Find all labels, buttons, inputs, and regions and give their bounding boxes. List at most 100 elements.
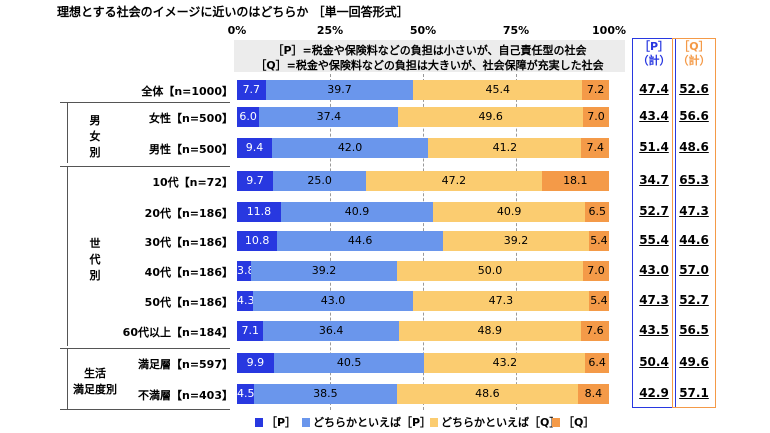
total-column-box-p bbox=[632, 38, 676, 408]
bar-segment-1 bbox=[280, 202, 434, 222]
x-tick-100: 100% bbox=[592, 24, 626, 37]
group-label-line: 男 bbox=[89, 113, 101, 127]
bar-segment-3 bbox=[582, 80, 609, 100]
bar-value-label: 18.1 bbox=[563, 174, 588, 187]
bar-value-label: 40.5 bbox=[336, 356, 362, 369]
row-label: 20代【n=186】 bbox=[144, 207, 233, 220]
group-label-line: 生活 bbox=[84, 366, 106, 380]
total-value-p: 51.4 bbox=[639, 140, 669, 154]
bar-value-label: 8.4 bbox=[584, 387, 603, 400]
total-value-p: 42.9 bbox=[639, 386, 669, 400]
stacked-bar: 6.0 37.4 49.6 7.0 bbox=[237, 107, 609, 127]
group-label-line: 女 bbox=[89, 129, 101, 143]
bar-value-label: 7.1 bbox=[241, 324, 259, 337]
stacked-bar: 7.7 39.7 45.4 7.2 bbox=[237, 80, 609, 100]
total-value-q: 56.6 bbox=[679, 109, 709, 123]
bar-value-label: 25.0 bbox=[307, 174, 332, 187]
bar-segment-3 bbox=[588, 291, 609, 311]
x-tick-25: 25% bbox=[316, 24, 344, 37]
stacked-bar: 9.4 42.0 41.2 7.4 bbox=[237, 138, 609, 158]
bar-value-label: 10.8 bbox=[244, 234, 270, 247]
bar-value-label: 5.4 bbox=[590, 234, 608, 247]
bar-segment-1 bbox=[251, 261, 397, 281]
bar-value-label: 40.9 bbox=[496, 205, 522, 218]
bar-value-label: 50.0 bbox=[477, 264, 503, 277]
bar-segment-3 bbox=[541, 171, 609, 191]
row-label: 40代【n=186】 bbox=[144, 266, 233, 279]
stacked-bar: 9.7 25.0 47.2 18.1 bbox=[237, 171, 609, 191]
group-label: 世代別 bbox=[60, 235, 130, 283]
row-label: 女性【n=500】 bbox=[148, 112, 233, 125]
bar-segment-1 bbox=[271, 138, 429, 158]
legend-item: どちらかといえば［P］ bbox=[302, 414, 431, 430]
bar-value-label: 9.7 bbox=[246, 174, 264, 187]
bar-value-label: 42.0 bbox=[337, 141, 363, 154]
bar-value-label: 9.9 bbox=[246, 356, 265, 369]
bar-segment-3 bbox=[585, 353, 609, 373]
definition-q: ［Q］=税金や保険料などの負担は大きいが、社会保障が充実した社会 bbox=[255, 59, 604, 72]
bar-segment-0 bbox=[237, 107, 260, 127]
total-column-header-line: ［P］ bbox=[638, 40, 670, 53]
bar-segment-1 bbox=[253, 384, 397, 404]
row-label: 60代以上【n=184】 bbox=[122, 326, 233, 339]
stacked-bar: 9.9 40.5 43.2 6.4 bbox=[237, 353, 609, 373]
group-separator-bottom bbox=[60, 409, 230, 410]
bar-segment-1 bbox=[263, 321, 399, 341]
total-value-q: 48.6 bbox=[679, 140, 709, 154]
group-label-line: 代 bbox=[89, 253, 101, 266]
bar-segment-3 bbox=[581, 138, 609, 158]
bar-segment-0 bbox=[237, 261, 252, 281]
bar-segment-3 bbox=[588, 231, 609, 251]
total-value-q: 56.5 bbox=[679, 323, 709, 337]
stacked-bar: 11.8 40.9 40.9 6.5 bbox=[237, 202, 610, 222]
bar-segment-0 bbox=[237, 202, 281, 222]
bar-segment-1 bbox=[259, 107, 399, 127]
total-value-p: 52.7 bbox=[639, 204, 669, 218]
legend-swatch bbox=[302, 418, 310, 427]
total-value-p: 55.4 bbox=[639, 233, 669, 247]
total-value-q: 47.3 bbox=[679, 204, 709, 218]
legend-label: どちらかといえば［P］ bbox=[313, 416, 432, 429]
bar-segment-0 bbox=[237, 80, 266, 100]
bar-value-label: 40.9 bbox=[344, 205, 370, 218]
bar-value-label: 39.2 bbox=[311, 264, 337, 277]
bar-segment-3 bbox=[580, 321, 609, 341]
group-separator bbox=[60, 348, 230, 349]
stacked-bar: 4.3 43.0 47.3 5.4 bbox=[237, 291, 609, 311]
row-label: 満足層【n=597】 bbox=[137, 358, 233, 371]
total-value-q: 57.1 bbox=[679, 386, 709, 400]
group-separator bbox=[60, 102, 230, 103]
bar-segment-0 bbox=[237, 291, 253, 311]
legend-item: ［Q］ bbox=[552, 414, 594, 430]
total-column-header-q: ［Q］ （計） bbox=[672, 40, 716, 68]
x-tick-50: 50% bbox=[409, 24, 437, 37]
stacked-bar: 4.5 38.5 48.6 8.4 bbox=[237, 384, 609, 404]
chart-title: 理想とする社会のイメージに近いのはどちらか ［単一回答形式］ bbox=[57, 5, 409, 19]
bar-segment-1 bbox=[265, 80, 414, 100]
total-value-q: 52.6 bbox=[679, 82, 709, 96]
group-label: 男女別 bbox=[60, 112, 130, 160]
legend-item: どちらかといえば［Q］ bbox=[430, 414, 560, 430]
group-label-line: 世 bbox=[89, 237, 101, 250]
total-column-header-line: （計） bbox=[677, 54, 711, 67]
row-label: 不満層【n=403】 bbox=[137, 389, 233, 402]
total-value-p: 47.4 bbox=[639, 82, 669, 96]
bar-value-label: 7.2 bbox=[586, 83, 605, 96]
bar-segment-2 bbox=[413, 80, 583, 100]
total-value-p: 50.4 bbox=[639, 355, 669, 369]
bar-value-label: 48.9 bbox=[477, 324, 503, 337]
bar-segment-2 bbox=[398, 321, 581, 341]
bar-value-label: 43.2 bbox=[492, 356, 518, 369]
bar-value-label: 5.4 bbox=[590, 294, 608, 307]
row-label: 全体【n=1000】 bbox=[141, 85, 233, 98]
x-tick-75: 75% bbox=[502, 24, 530, 37]
bar-segment-0 bbox=[237, 231, 278, 251]
total-column-header-line: ［Q］ bbox=[678, 40, 710, 53]
stacked-bar: 7.1 36.4 48.9 7.6 bbox=[237, 321, 609, 341]
total-value-p: 43.4 bbox=[639, 109, 669, 123]
total-value-p: 43.5 bbox=[639, 323, 669, 337]
bar-value-label: 39.2 bbox=[503, 234, 529, 247]
group-label-line: 別 bbox=[89, 269, 101, 282]
group-label: 生活 満足度別 bbox=[60, 365, 130, 397]
bar-value-label: 44.6 bbox=[347, 234, 373, 247]
